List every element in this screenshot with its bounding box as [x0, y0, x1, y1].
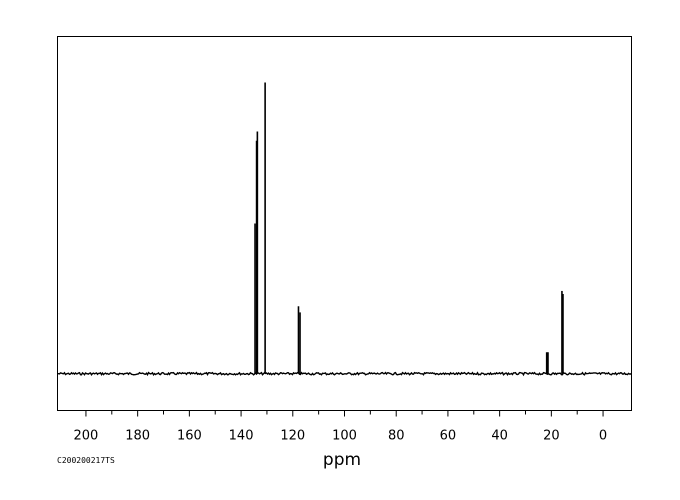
sample-id-label: C200200217TS: [57, 456, 115, 465]
spectrum-baseline: [57, 371, 632, 377]
x-tick-label: 20: [543, 429, 560, 444]
x-axis: 200 180 160 140 120 100 80 60 40 20 0: [74, 410, 607, 444]
x-tick-label: 40: [491, 429, 508, 444]
x-tick-label: 60: [440, 429, 457, 444]
peak-series: [254, 82, 564, 374]
x-tick-label: 140: [229, 429, 254, 444]
x-tick-label: 180: [125, 429, 150, 444]
x-tick-label: 200: [74, 429, 99, 444]
x-tick-label: 120: [280, 429, 305, 444]
x-tick-label: 100: [332, 429, 357, 444]
x-axis-label: ppm: [322, 450, 362, 470]
plot-frame: [57, 36, 632, 411]
x-tick-label: 160: [177, 429, 202, 444]
x-tick-label: 0: [599, 429, 607, 444]
x-tick-label: 80: [388, 429, 405, 444]
